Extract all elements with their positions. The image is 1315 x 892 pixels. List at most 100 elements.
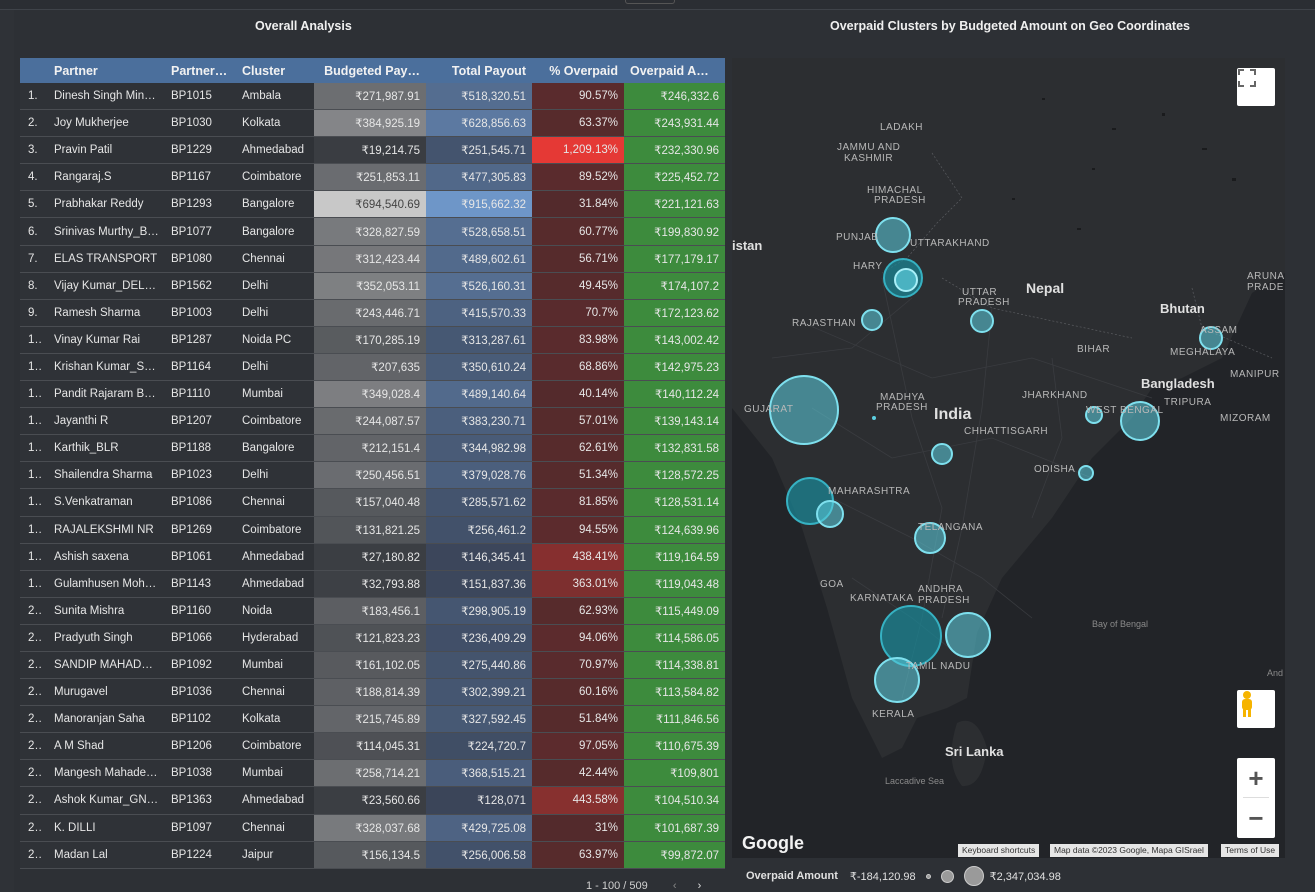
zoom-in-button[interactable]: + (1248, 762, 1264, 793)
table-row[interactable]: 3. Pravin Patil BP1229 Ahmedabad ₹19,214.75 ₹… (20, 137, 725, 165)
terms-of-use-link[interactable]: Terms of Use (1221, 844, 1280, 857)
table-row[interactable]: 8. Vijay Kumar_DEL… BP1562 Delhi ₹352,053.11… (20, 272, 725, 300)
table-row[interactable]: 1… Karthik_BLR BP1188 Bangalore ₹212,151.4₹3… (20, 435, 725, 463)
cell-partner: Madan Lal (54, 848, 108, 861)
cell-partner-id: BP1160 (171, 604, 212, 617)
row-index: 1… (28, 496, 42, 509)
header-budgeted-payout[interactable]: Budgeted Pay… (324, 63, 420, 78)
cell-overpaid-amount: ₹115,449.09 (624, 597, 725, 624)
cell-partner: Dinesh Singh Min… (54, 90, 156, 103)
header-partner[interactable]: Partner (54, 63, 98, 78)
map-data-attribution[interactable]: Map data ©2023 Google, Mapa GISrael (1050, 844, 1208, 857)
table-row[interactable]: 2… Mangesh Mahade… BP1038 Mumbai ₹258,714.21… (20, 760, 725, 788)
keyboard-shortcuts-link[interactable]: Keyboard shortcuts (958, 844, 1040, 857)
table-row[interactable]: 1… Krishan Kumar_S… BP1164 Delhi ₹207,635₹35… (20, 353, 725, 382)
next-page-button[interactable]: › (697, 880, 702, 892)
cell-cluster: Chennai (242, 686, 285, 699)
table-row[interactable]: 1. Dinesh Singh Min… BP1015 Ambala ₹271,987.… (20, 83, 725, 111)
fullscreen-button[interactable] (1237, 68, 1275, 106)
bubble-jaipur (861, 309, 883, 331)
table-row[interactable]: 1… Gulamhusen Moh… BP1143 Ahmedabad ₹32,793.… (20, 570, 725, 598)
map-label-up2: PRADESH (958, 297, 1010, 308)
table-row[interactable]: 2… Manoranjan Saha BP1102 Kolkata ₹215,745.8… (20, 706, 725, 734)
table-row[interactable]: 9. Ramesh Sharma BP1003 Delhi ₹243,446.71 ₹41… (20, 299, 725, 327)
table-row[interactable]: 2…SANDIP MAHADE…BP1092Mumbai₹161,102.05₹… (20, 651, 725, 680)
cell-cluster: Hyderabad (242, 631, 299, 644)
cell-partner-id: BP1102 (171, 713, 212, 726)
header-cluster[interactable]: Cluster (242, 63, 286, 78)
cell-percent-overpaid: 57.01% (532, 408, 624, 435)
bubble-noida (894, 268, 918, 292)
table-row[interactable]: 5. Prabhakar Reddy BP1293 Bangalore ₹694,540… (20, 191, 725, 219)
cell-overpaid-amount: ₹110,675.39 (624, 733, 725, 760)
table-row[interactable]: 1… Vinay Kumar Rai BP1287 Noida PC ₹170,285.… (20, 326, 725, 354)
table-row[interactable]: 4. Rangaraj.S BP1167 Coimbatore ₹251,853.11 ₹… (20, 164, 725, 192)
zoom-out-button[interactable]: − (1248, 802, 1264, 833)
header-total-payout[interactable]: Total Payout (451, 63, 526, 78)
cell-percent-overpaid: 56.71% (532, 245, 624, 272)
map-label-odisha: ODISHA (1034, 464, 1076, 475)
cell-budgeted-payout: ₹349,028.4 (314, 381, 426, 408)
bubble-bangalore (880, 605, 942, 667)
cell-budgeted-payout: ₹244,087.57 (314, 408, 426, 435)
table-row[interactable]: 1…Jayanthi RBP1207Coimbatore₹244,087.57₹… (20, 408, 725, 436)
cell-total-payout: ₹285,571.62 (426, 489, 532, 516)
table-row[interactable]: 2… Murugavel BP1036 Chennai ₹188,814.39₹302,… (20, 679, 725, 707)
table-row[interactable]: 2… Pradyuth Singh BP1066 Hyderabad ₹121,823.… (20, 624, 725, 652)
cell-percent-overpaid: 70.97% (532, 651, 624, 679)
row-index: 2… (28, 659, 42, 672)
row-index: 5. (28, 198, 38, 211)
cell-partner: Ashish saxena (54, 550, 129, 563)
table-row[interactable]: 6. Srinivas Murthy_B… BP1077 Bangalore ₹328,… (20, 218, 725, 246)
row-index: 3. (28, 144, 38, 157)
header-percent-overpaid[interactable]: % Overpaid (549, 63, 618, 78)
map-label-gujarat: GUJARAT (744, 404, 794, 415)
geo-map[interactable]: LADAKH JAMMU AND KASHMIR HIMACHAL PRADES… (732, 58, 1285, 858)
map-label-bayofbengal: Bay of Bengal (1092, 619, 1149, 629)
table-row[interactable]: 2… K. DILLI BP1097 Chennai ₹328,037.68₹429,7… (20, 814, 725, 842)
row-index: 1… (28, 388, 42, 401)
cell-percent-overpaid: 70.7% (532, 299, 624, 326)
cell-cluster: Ahmedabad (242, 577, 305, 590)
row-index: 1… (28, 577, 42, 590)
drag-handle[interactable] (625, 0, 675, 4)
map-label-ladakh: LADAKH (880, 122, 924, 133)
table-row[interactable]: 2… Ashok Kumar_GN… BP1363 Ahmedabad ₹23,560.… (20, 787, 725, 815)
cell-overpaid-amount: ₹225,452.72 (624, 164, 725, 191)
cell-partner: Srinivas Murthy_B… (54, 225, 159, 238)
cell-partner: Rangaraj.S (54, 171, 112, 184)
table-row[interactable]: 7. ELAS TRANSPORT BP1080 Chennai ₹312,423.44… (20, 245, 725, 273)
table-row[interactable]: 2… Sunita Mishra BP1160 Noida ₹183,456.1₹298… (20, 597, 725, 625)
cell-partner: K. DILLI (54, 821, 96, 834)
map-canvas[interactable] (732, 58, 1285, 858)
table-row[interactable]: 2. Joy Mukherjee BP1030 Kolkata ₹384,925.19 ₹… (20, 110, 725, 138)
cell-cluster: Delhi (242, 469, 269, 482)
table-row[interactable]: 1… RAJALEKSHMI NR BP1269 Coimbatore ₹131,821… (20, 516, 725, 544)
cell-percent-overpaid: 81.85% (532, 489, 624, 516)
table-row[interactable]: 1… Pandit Rajaram B… BP1110 Mumbai ₹349,028.… (20, 381, 725, 409)
cell-overpaid-amount: ₹199,830.92 (624, 218, 725, 245)
cell-budgeted-payout: ₹251,853.11 (314, 164, 426, 191)
cell-partner-id: BP1023 (171, 469, 212, 482)
row-index: 1… (28, 415, 42, 428)
table-row[interactable]: 2… A M Shad BP1206 Coimbatore ₹114,045.31₹22… (20, 733, 725, 761)
cell-percent-overpaid: 31.84% (532, 191, 624, 218)
table-row[interactable]: 1… Ashish saxena BP1061 Ahmedabad ₹27,180.82… (20, 543, 725, 571)
cell-overpaid-amount: ₹109,801 (624, 760, 725, 787)
cell-total-payout: ₹915,662.32 (426, 191, 532, 218)
cell-cluster: Noida PC (242, 333, 292, 346)
table-row[interactable]: 1… Shailendra Sharma BP1023 Delhi ₹250,456.5… (20, 462, 725, 490)
cell-cluster: Ahmedabad (242, 794, 305, 807)
table-row[interactable]: 1…S.VenkatramanBP1086Chennai₹157,040.48₹… (20, 489, 725, 517)
cell-partner: Mangesh Mahade… (54, 767, 158, 780)
cell-partner: Shailendra Sharma (54, 469, 153, 482)
cell-overpaid-amount: ₹174,107.2 (624, 272, 725, 299)
table-row[interactable]: 2… Madan Lal BP1224 Jaipur ₹156,134.5₹256,00… (20, 841, 725, 869)
header-overpaid-amount[interactable]: Overpaid A… (630, 63, 709, 78)
prev-page-button[interactable]: ‹ (672, 880, 677, 892)
cell-overpaid-amount: ₹139,143.14 (624, 408, 725, 435)
street-view-button[interactable] (1237, 690, 1275, 728)
cell-overpaid-amount: ₹113,584.82 (624, 679, 725, 706)
header-partner-id[interactable]: Partner… (171, 63, 228, 78)
cell-percent-overpaid: 63.97% (532, 841, 624, 868)
